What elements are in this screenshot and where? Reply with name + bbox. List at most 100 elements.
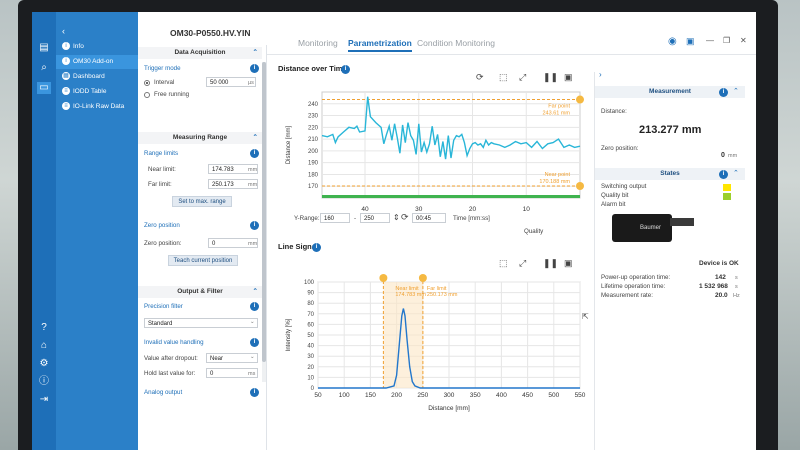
device-status: Device is OK bbox=[699, 260, 739, 267]
far-limit-input[interactable]: 250.173 bbox=[208, 179, 258, 189]
y-tick-label: 80 bbox=[307, 301, 314, 307]
menu-item-addon[interactable]: i OM30 Add-on bbox=[56, 55, 138, 69]
free-running-radio[interactable] bbox=[144, 92, 150, 98]
x-tick-label: 10 bbox=[523, 206, 531, 213]
info-icon[interactable]: i bbox=[312, 243, 321, 252]
pause-icon[interactable]: ❚❚ bbox=[543, 72, 559, 82]
trigger-mode-label: Trigger mode bbox=[144, 65, 181, 72]
y-tick-label: 0 bbox=[311, 386, 315, 392]
near-limit-label: Near limit bbox=[395, 286, 419, 292]
minimize-icon[interactable]: — bbox=[706, 36, 714, 45]
teach-position-button[interactable]: Teach current position bbox=[168, 255, 238, 266]
x-tick-label: 200 bbox=[391, 392, 402, 399]
y-tick-label: 210 bbox=[308, 137, 319, 143]
near-limit-input[interactable]: 174.783 bbox=[208, 164, 258, 174]
back-chevron-icon[interactable]: ‹ bbox=[62, 26, 65, 36]
camera-icon[interactable]: ▣ bbox=[686, 36, 695, 46]
info-icon[interactable]: i bbox=[250, 64, 259, 73]
settings-scrollbar[interactable] bbox=[262, 62, 266, 382]
info-icon[interactable]: i bbox=[250, 388, 259, 397]
far-point-label: Far point bbox=[548, 104, 570, 110]
info-icon[interactable]: i bbox=[719, 170, 728, 179]
section-output-filter[interactable]: Output & Filter ⌃ bbox=[138, 286, 262, 298]
yrange-min-input[interactable]: 160 bbox=[320, 213, 350, 223]
search-device-icon[interactable]: ⌕ bbox=[41, 62, 47, 73]
near-limit-unit: mm bbox=[248, 167, 258, 173]
info-icon[interactable]: i bbox=[719, 88, 728, 97]
line-signal-title: Line Signal bbox=[278, 242, 319, 251]
logout-icon[interactable]: ⇥ bbox=[39, 394, 49, 405]
y-tick-label: 170 bbox=[308, 184, 319, 190]
measurement-rate-value: 20.0 bbox=[715, 292, 728, 299]
scrollbar-thumb[interactable] bbox=[262, 62, 266, 362]
save-icon[interactable]: ▣ bbox=[564, 72, 573, 82]
zero-position-value: 0 bbox=[721, 152, 725, 159]
interval-unit: µs bbox=[248, 80, 254, 86]
info-icon[interactable]: i bbox=[250, 221, 259, 230]
home-icon[interactable]: ⌂ bbox=[40, 340, 48, 351]
chevron-down-icon: ⌄ bbox=[250, 319, 255, 325]
device-icon[interactable]: ▭ bbox=[37, 82, 51, 94]
auto-scale-icon[interactable]: ⤢ bbox=[519, 258, 527, 268]
collapse-chevron-icon[interactable]: › bbox=[599, 70, 602, 79]
x-tick-label: 100 bbox=[339, 392, 350, 399]
after-dropout-select[interactable]: Near bbox=[206, 353, 258, 363]
tab-monitoring[interactable]: Monitoring bbox=[298, 38, 338, 48]
zoom-select-icon[interactable]: ⬚ bbox=[499, 72, 508, 82]
yrange-max-input[interactable]: 250 bbox=[360, 213, 390, 223]
refresh-icon[interactable]: ⟳ bbox=[401, 212, 409, 222]
section-measuring-range[interactable]: Measuring Range ⌃ bbox=[138, 132, 262, 144]
save-icon[interactable]: ▣ bbox=[564, 258, 573, 268]
menu-item-raw-data[interactable]: ≡ IO-Link Raw Data bbox=[56, 100, 138, 114]
chevron-up-icon[interactable]: ⌃ bbox=[733, 88, 739, 95]
stepper-icon[interactable]: ⇕ bbox=[393, 213, 400, 222]
yrange-label: Y-Range: bbox=[294, 215, 320, 222]
zero-position-input[interactable]: 0 bbox=[208, 238, 258, 248]
time-input[interactable]: 00:45 bbox=[412, 213, 446, 223]
zero-position-field-label: Zero position: bbox=[144, 240, 182, 247]
interval-input[interactable]: 50 000 bbox=[206, 77, 256, 87]
interval-radio[interactable] bbox=[144, 80, 150, 86]
distance-chart: 170 180 190 200 210 220 230 240 40 30 20 10 Distance… bbox=[286, 91, 584, 213]
y-tick-label: 240 bbox=[308, 102, 319, 108]
maximize-icon[interactable]: ❐ bbox=[723, 36, 731, 45]
info-icon[interactable]: i bbox=[341, 65, 350, 74]
precision-filter-select[interactable]: Standard bbox=[144, 318, 258, 328]
close-icon[interactable]: ✕ bbox=[740, 36, 747, 45]
info-icon[interactable]: i bbox=[250, 149, 259, 158]
tab-condition-monitoring[interactable]: Condition Monitoring bbox=[417, 38, 495, 48]
zero-position-label: Zero position bbox=[144, 222, 180, 229]
menu-item-iodd-table[interactable]: ≡ IODD Table bbox=[56, 85, 138, 99]
y-tick-label: 220 bbox=[308, 125, 319, 131]
x-tick-label: 250 bbox=[417, 392, 428, 399]
settings-icon[interactable]: ⚙ bbox=[39, 358, 49, 369]
state-alarm-bit: Alarm bit bbox=[601, 201, 626, 208]
reset-icon[interactable]: ⟳ bbox=[476, 72, 484, 82]
menu-item-dashboard[interactable]: ▦ Dashboard bbox=[62, 72, 105, 81]
y-tick-label: 30 bbox=[307, 354, 314, 360]
info-icon[interactable]: i bbox=[250, 338, 259, 347]
help-icon[interactable]: ? bbox=[41, 322, 47, 333]
x-tick-label: 400 bbox=[496, 392, 507, 399]
hold-last-input[interactable]: 0 bbox=[206, 368, 258, 378]
lifetime-unit: s bbox=[735, 284, 738, 290]
power-up-value: 142 bbox=[715, 274, 726, 281]
auto-scale-icon[interactable]: ⤢ bbox=[519, 72, 527, 82]
zoom-select-icon[interactable]: ⬚ bbox=[499, 258, 508, 268]
set-max-range-button[interactable]: Set to max. range bbox=[172, 196, 232, 207]
section-data-acquisition[interactable]: Data Acquisition ⌃ bbox=[138, 47, 262, 59]
interval-label: Interval bbox=[154, 79, 175, 86]
menu-item-info[interactable]: i Info bbox=[56, 40, 138, 54]
status-panel: › Measurement i ⌃ Distance: 213.277 mm Z… bbox=[594, 70, 756, 450]
tab-parametrization[interactable]: Parametrization bbox=[348, 38, 412, 52]
user-icon[interactable]: ◉ bbox=[668, 36, 677, 47]
y-axis-label: Distance [mm] bbox=[286, 125, 292, 164]
x-tick-label: 450 bbox=[522, 392, 533, 399]
y-tick-label: 70 bbox=[307, 312, 314, 318]
chevron-up-icon[interactable]: ⌃ bbox=[733, 170, 739, 177]
info-nav-icon[interactable]: ⓘ bbox=[39, 376, 49, 387]
pause-icon[interactable]: ❚❚ bbox=[543, 258, 559, 268]
book-icon[interactable]: ▤ bbox=[39, 42, 49, 53]
near-limit-value: 174.783 mm bbox=[395, 292, 426, 298]
info-icon[interactable]: i bbox=[250, 302, 259, 311]
